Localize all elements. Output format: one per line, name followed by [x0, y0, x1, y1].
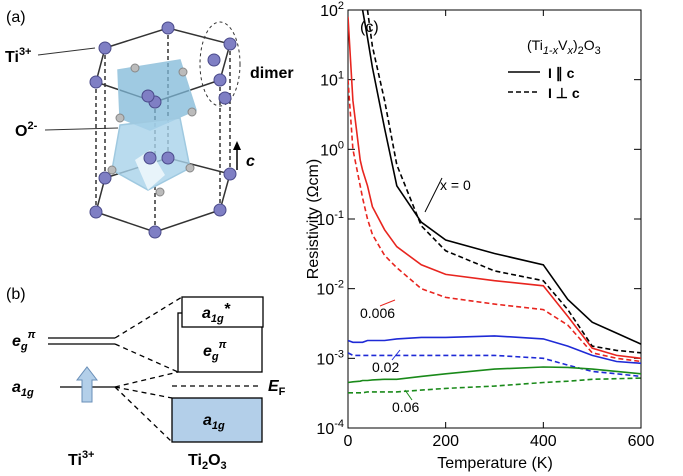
annotation-leader	[404, 389, 413, 401]
y-tick-label: 10-4	[316, 418, 344, 438]
y-tick-label: 10-2	[316, 279, 344, 299]
crystal-structure	[37, 21, 241, 233]
legend-label: I ∥ c	[548, 65, 575, 82]
x-axis-title: Temperature (K)	[437, 455, 553, 472]
annotation: 0.02	[372, 359, 399, 375]
annotation-leader	[424, 177, 443, 213]
formula: (Ti1-xVx)2O3	[527, 37, 601, 57]
y-tick-label: 101	[320, 70, 344, 90]
formula-part: x	[566, 45, 573, 57]
o-label: O2-	[15, 120, 38, 140]
panel-label: (a)	[6, 9, 26, 26]
ti-label: Ti3+	[5, 46, 31, 66]
panel-label: (b)	[6, 286, 26, 303]
dimer-label: dimer	[250, 65, 294, 82]
y-tick-label: 102	[320, 0, 344, 20]
series-line	[348, 16, 641, 360]
formula-part: 3	[595, 45, 601, 57]
formula-part: 1-x	[543, 45, 559, 57]
compound-label: Ti2O3	[188, 452, 227, 472]
x-tick-label: 0	[344, 433, 353, 450]
y-tick-label: 100	[320, 139, 344, 159]
y-tick-label: 10-1	[316, 209, 344, 229]
y-tick-label: 10-3	[316, 348, 344, 368]
band-label: a1g*	[202, 301, 231, 325]
formula-part: )	[573, 37, 578, 53]
annotation: 0.06	[392, 399, 419, 415]
axis-label: c	[246, 153, 255, 170]
ion-label: Ti3+	[68, 449, 94, 469]
annotation-leader	[379, 299, 396, 307]
x-tick-label: 200	[432, 433, 459, 450]
level-diagram	[48, 296, 264, 443]
annotation-leader	[391, 349, 401, 361]
annotation: 0.006	[360, 305, 395, 321]
series-line	[348, 377, 641, 394]
x-tick-label: 600	[628, 433, 655, 450]
level-label: egπ	[12, 329, 36, 353]
band-label: egπ	[203, 339, 227, 363]
formula-part: 2	[578, 45, 584, 57]
fermi-label: EF	[268, 378, 286, 398]
series-line	[348, 335, 641, 365]
y-axis-title: Resistivity (Ωcm)	[305, 159, 322, 279]
series-line	[348, 79, 641, 363]
annotation: x = 0	[440, 177, 471, 193]
formula-part: (Ti	[527, 37, 543, 53]
atoms	[89, 21, 237, 239]
x-tick-label: 400	[530, 433, 557, 450]
series-line	[361, 10, 641, 345]
series-line	[366, 10, 641, 354]
legend-label: I ⊥ c	[548, 85, 580, 101]
series-line	[348, 366, 641, 384]
formula-part: O	[584, 37, 595, 53]
level-label: a1g	[12, 379, 34, 399]
band-label: a1g	[203, 412, 225, 432]
plot-area	[348, 10, 641, 394]
formula-part: V	[558, 37, 568, 53]
